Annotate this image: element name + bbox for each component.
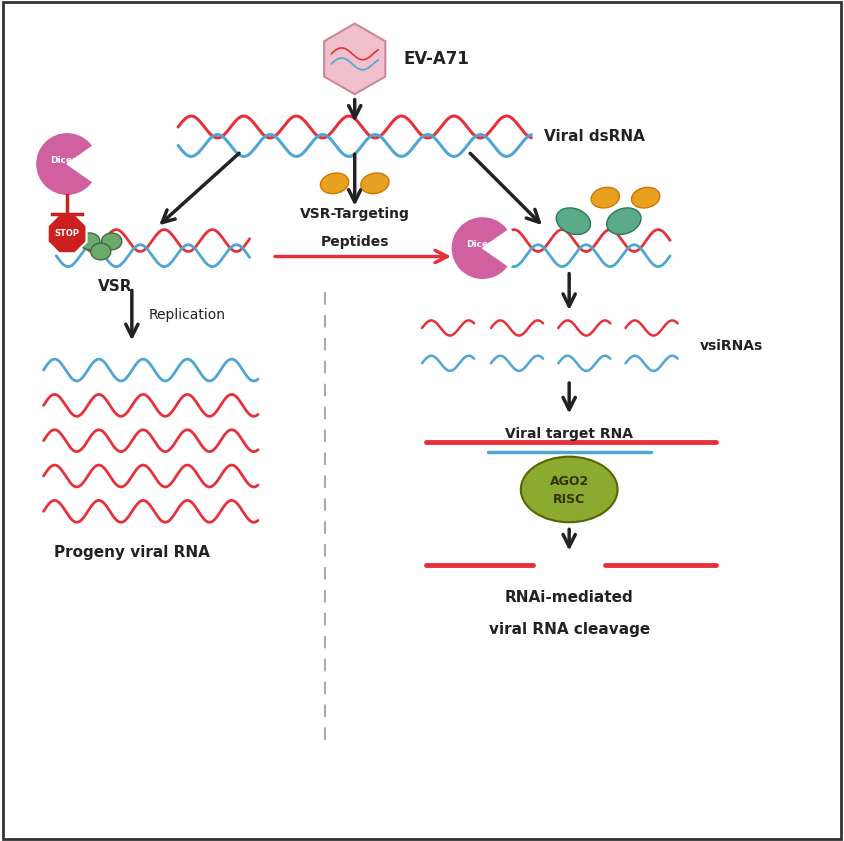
Text: vsiRNAs: vsiRNAs xyxy=(700,339,763,352)
Ellipse shape xyxy=(360,173,389,193)
Ellipse shape xyxy=(631,188,660,208)
Text: Peptides: Peptides xyxy=(321,235,389,250)
Ellipse shape xyxy=(321,173,349,193)
Text: Replication: Replication xyxy=(149,309,225,322)
Ellipse shape xyxy=(556,208,591,235)
Text: Dicer: Dicer xyxy=(466,241,493,249)
Text: STOP: STOP xyxy=(55,230,79,238)
Text: RNAi-mediated: RNAi-mediated xyxy=(505,590,634,606)
Polygon shape xyxy=(47,214,87,253)
Ellipse shape xyxy=(607,208,641,235)
Text: Viral target RNA: Viral target RNA xyxy=(506,427,633,442)
Text: EV-A71: EV-A71 xyxy=(403,50,469,68)
Ellipse shape xyxy=(591,188,619,208)
Wedge shape xyxy=(483,229,517,267)
Text: Viral dsRNA: Viral dsRNA xyxy=(544,129,645,144)
Circle shape xyxy=(451,216,515,280)
Text: viral RNA cleavage: viral RNA cleavage xyxy=(489,622,650,637)
Ellipse shape xyxy=(521,457,618,522)
Text: RISC: RISC xyxy=(553,493,585,506)
Ellipse shape xyxy=(90,243,111,260)
Text: AGO2: AGO2 xyxy=(549,474,589,488)
Text: Dicer: Dicer xyxy=(51,156,77,165)
Ellipse shape xyxy=(79,233,100,250)
Wedge shape xyxy=(68,145,100,183)
Ellipse shape xyxy=(101,233,122,250)
Text: VSR-Targeting: VSR-Targeting xyxy=(300,207,409,221)
Text: Progeny viral RNA: Progeny viral RNA xyxy=(54,545,210,560)
Circle shape xyxy=(35,132,99,196)
Text: VSR: VSR xyxy=(98,279,133,294)
Polygon shape xyxy=(324,24,386,94)
